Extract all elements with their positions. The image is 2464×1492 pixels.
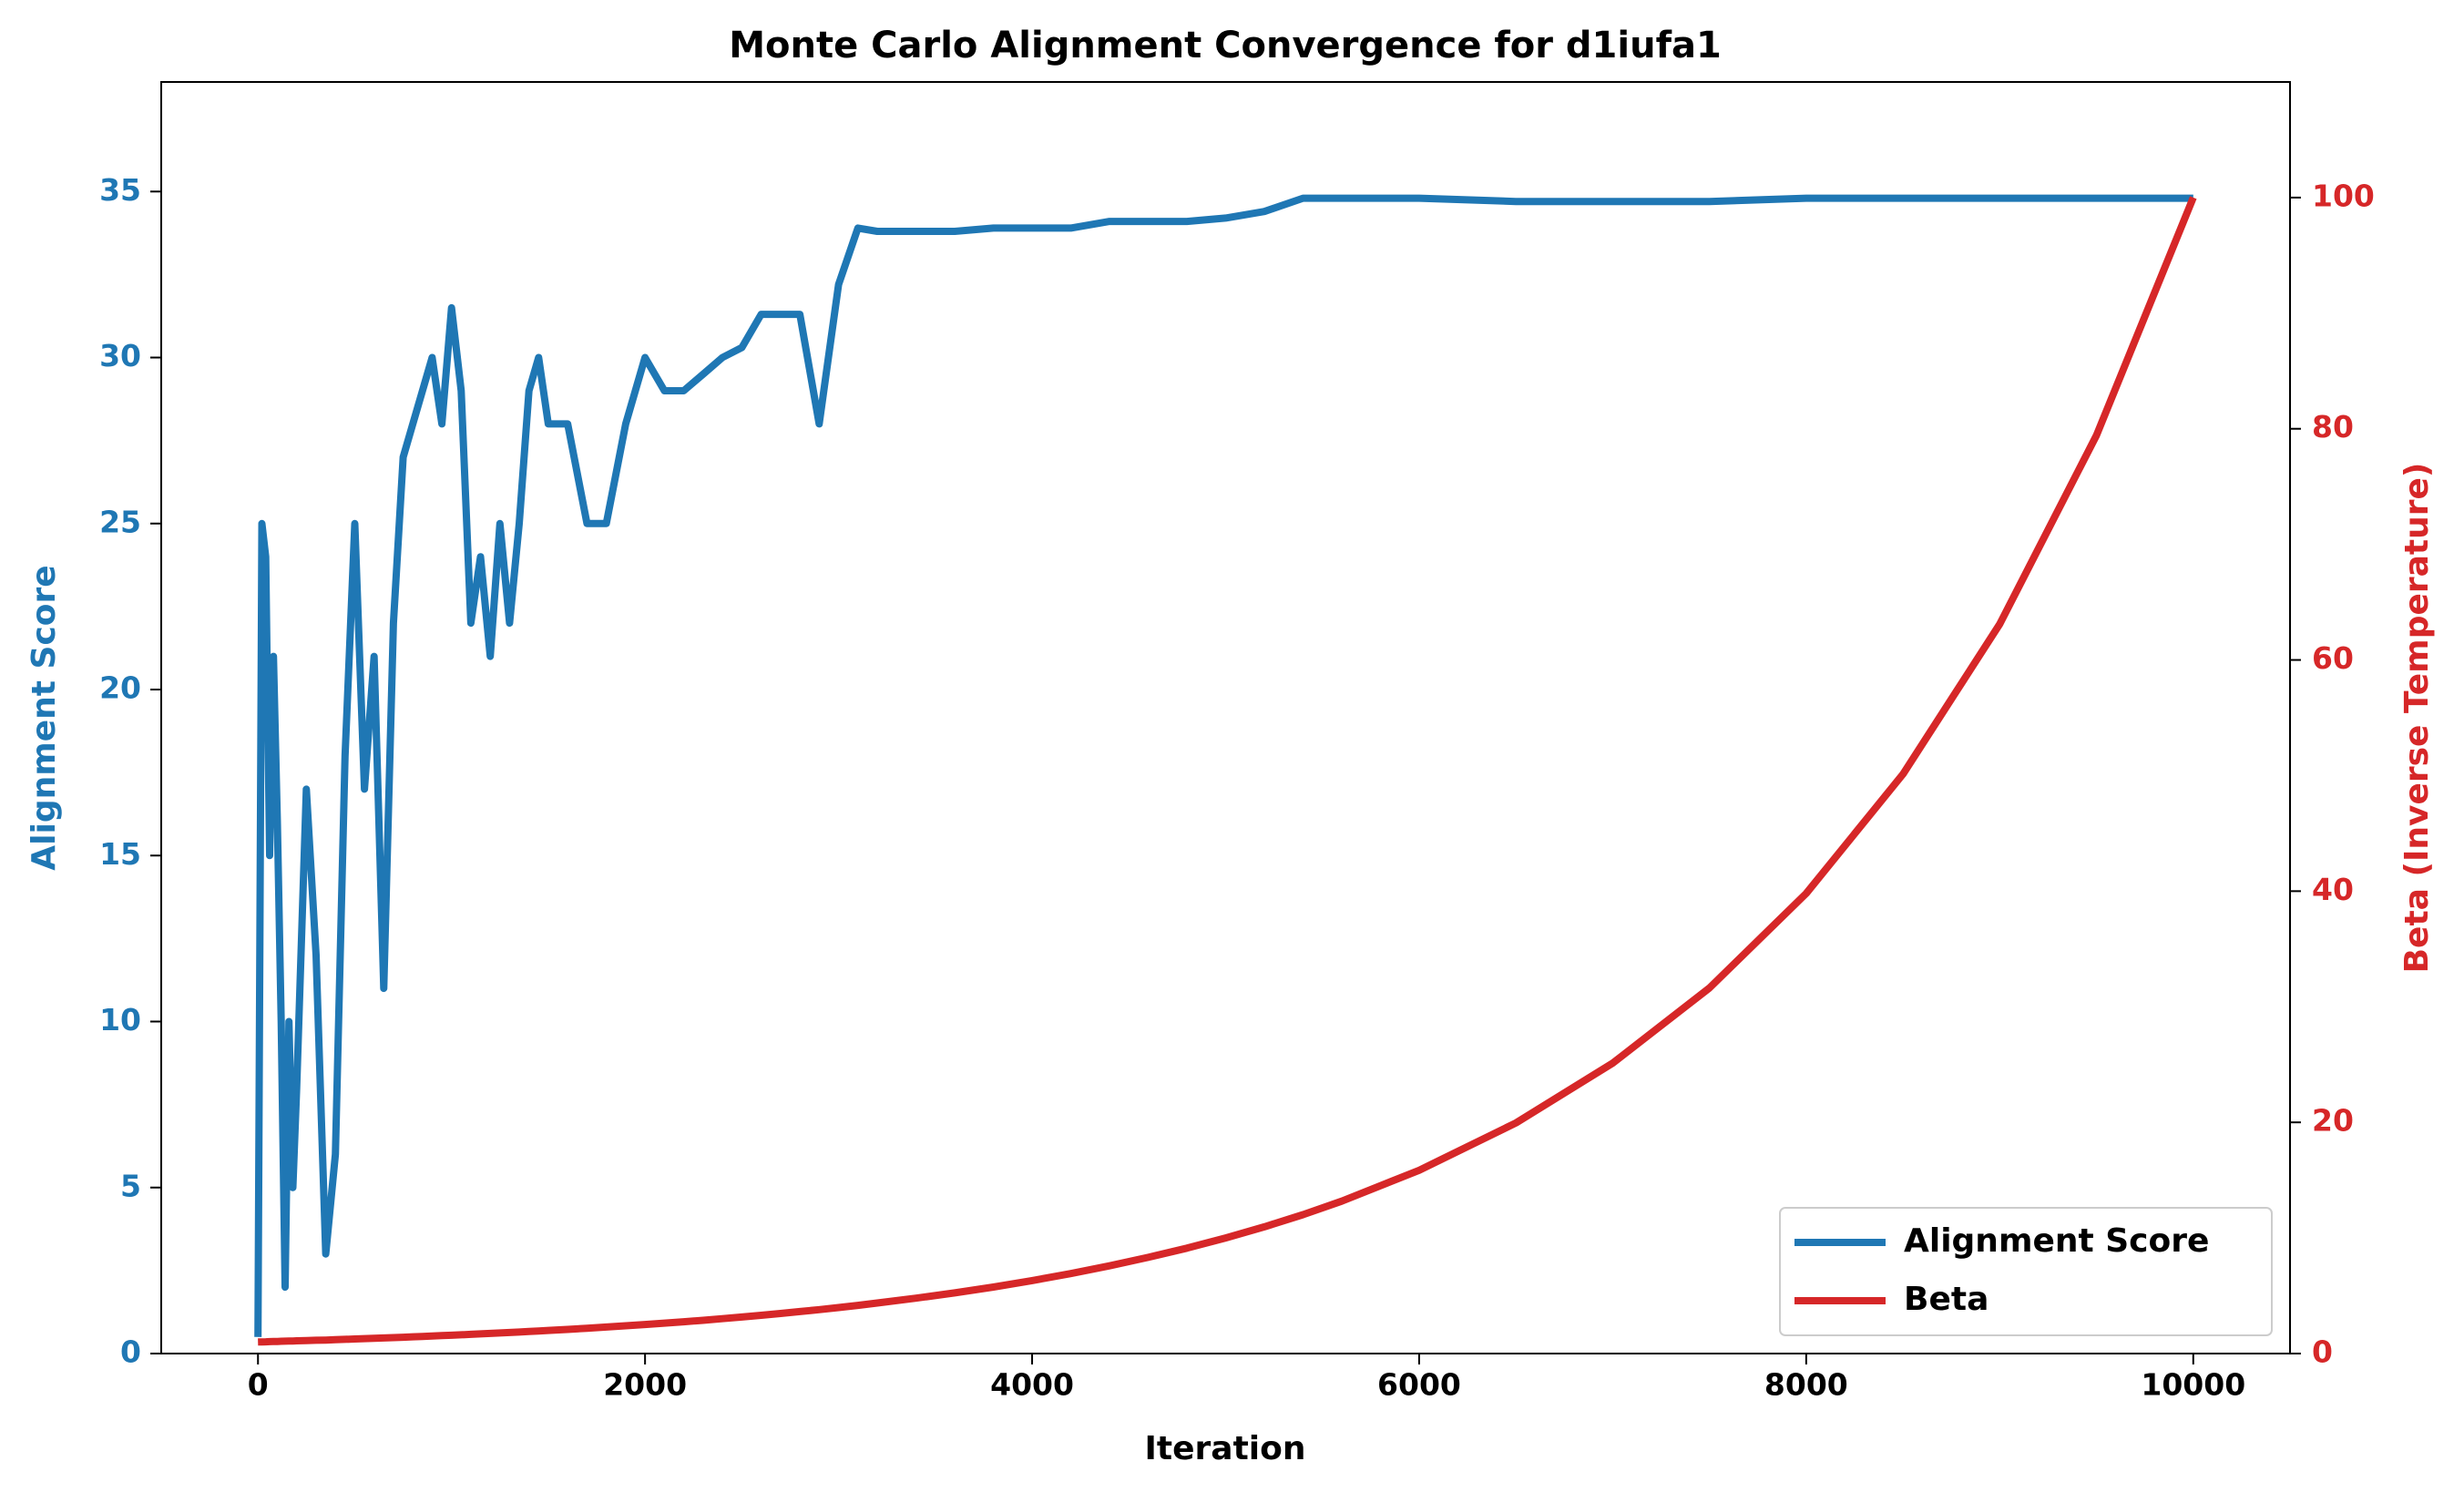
y2-tick-label: 60 [2312, 640, 2354, 676]
x-tick-label: 8000 [1764, 1367, 1848, 1403]
y2-tick-label: 20 [2312, 1103, 2354, 1139]
y-tick-label: 10 [99, 1002, 141, 1037]
y-tick-label: 20 [99, 670, 141, 706]
y2-tick-label: 40 [2312, 872, 2354, 907]
x-axis-label: Iteration [1145, 1430, 1306, 1467]
y-tick-label: 30 [99, 338, 141, 373]
y-tick-label: 5 [120, 1168, 141, 1203]
y-tick-label: 0 [120, 1334, 141, 1370]
x-tick-label: 10000 [2141, 1367, 2245, 1403]
x-tick-label: 0 [248, 1367, 269, 1403]
y-tick-label: 35 [99, 172, 141, 208]
plot-frame [160, 81, 2291, 1354]
legend-box [1779, 1207, 2273, 1336]
data-line [258, 196, 2197, 1346]
y2-tick-label: 100 [2312, 178, 2375, 213]
y2-axis-label: Beta (Inverse Temperature) [2398, 463, 2436, 974]
y-axis-label: Alignment Score [26, 565, 63, 870]
chart-title: Monte Carlo Alignment Convergence for d1… [729, 25, 1722, 66]
legend-label: Alignment Score [1904, 1222, 2209, 1260]
y-tick-label: 15 [99, 836, 141, 872]
y2-tick-label: 0 [2312, 1334, 2333, 1370]
x-tick-label: 4000 [990, 1367, 1074, 1403]
legend-label: Beta [1904, 1281, 1989, 1318]
y2-tick-label: 80 [2312, 409, 2354, 445]
x-tick-label: 6000 [1377, 1367, 1461, 1403]
data-line [254, 194, 2193, 1337]
x-tick-label: 2000 [603, 1367, 687, 1403]
y-tick-label: 25 [99, 504, 141, 539]
